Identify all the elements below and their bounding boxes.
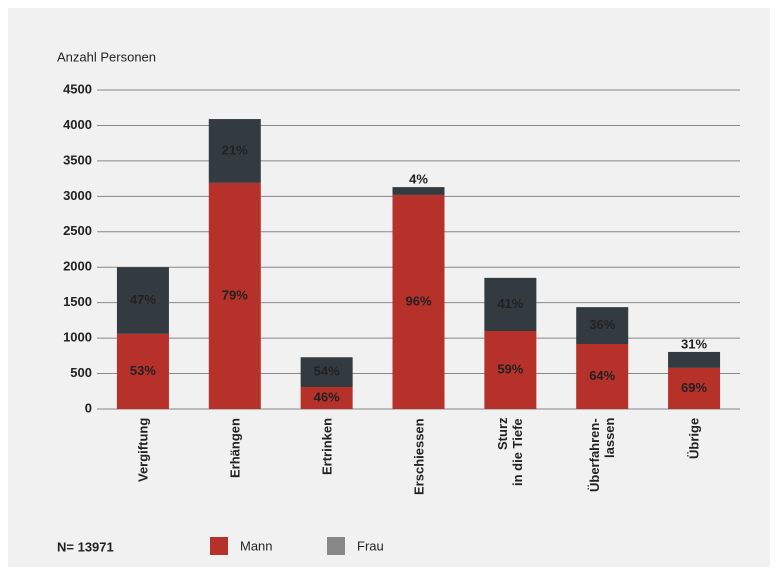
y-tick-label: 0 [85,400,92,415]
share-label: 53% [130,363,156,378]
bar-segment [300,387,353,409]
y-axis-label: Anzahl Personen [57,49,156,64]
bar-segment [668,367,721,409]
bar-segment [116,333,169,409]
bar-segment [392,187,445,195]
note: N= 13971 [57,539,114,554]
bar-segment [668,351,721,368]
y-tick-label: 3500 [63,152,92,167]
y-tick-label: 4500 [63,81,92,96]
bar-segment [116,267,169,334]
share-label: 54% [314,364,340,379]
share-label: 21% [222,142,248,157]
bar-segment [300,357,353,388]
x-tick-label: Ertrinken [319,418,335,476]
bar-segment [484,277,537,332]
y-tick-label: 500 [70,365,92,380]
bar-segment [484,331,537,409]
x-tick-label: Überfahren- lassen [587,418,618,492]
y-tick-label: 4000 [63,117,92,132]
x-tick-label: Erhängen [227,418,243,478]
share-label: 59% [497,361,523,376]
x-tick-label: Vergiftung [135,418,151,483]
share-label: 41% [497,296,523,311]
y-tick-label: 1000 [63,330,92,345]
y-tick-label: 2500 [63,223,92,238]
bar-segment [392,194,445,409]
share-label: 46% [314,389,340,404]
share-label: 79% [222,287,248,302]
legend-label: Frau [357,538,384,553]
bar-segment [208,182,261,409]
share-label: 31% [681,336,707,351]
share-label: 64% [589,368,615,383]
bar-segment [208,119,261,183]
share-label: 47% [130,292,156,307]
x-tick-label: Sturz in die Tiefe [495,418,526,486]
bar-segment [576,307,629,344]
y-tick-label: 3000 [63,188,92,203]
x-tick-label: Übrige [686,418,702,460]
x-tick-label: Erschiessen [411,418,426,495]
y-tick-label: 1500 [63,294,92,309]
share-label: 4% [409,172,428,187]
legend-swatch [327,537,345,555]
legend-swatch [210,537,228,555]
share-label: 69% [681,380,707,395]
legend-label: Mann [240,538,273,553]
bar-segment [576,343,629,409]
share-label: 96% [405,293,431,308]
share-label: 36% [589,317,615,332]
y-tick-label: 2000 [63,259,92,274]
